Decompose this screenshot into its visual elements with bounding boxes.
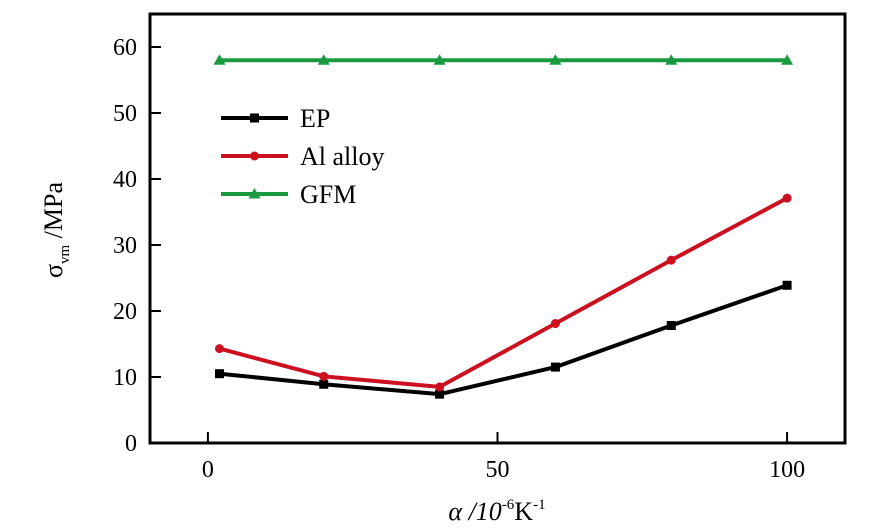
y-tick-label: 60: [113, 35, 137, 61]
x-tick-label: 100: [769, 457, 805, 483]
series-ep: [215, 280, 792, 399]
data-point-al-alloy: [435, 382, 445, 392]
data-point-ep: [666, 321, 676, 331]
data-point-ep: [550, 362, 560, 372]
data-point-gfm: [665, 54, 678, 65]
legend-item-gfm: GFM: [221, 180, 356, 209]
data-point-gfm: [317, 54, 330, 65]
legend-item-ep: EP: [221, 104, 330, 133]
data-point-gfm: [549, 54, 562, 65]
series-layer: [213, 54, 794, 399]
legend-swatch-marker: [250, 151, 259, 161]
data-point-gfm: [781, 54, 794, 65]
x-axis-label-mid: K: [514, 497, 533, 526]
series-line-al-alloy: [218, 196, 789, 389]
y-axis-label: σvm /MPa: [39, 182, 73, 278]
data-point-gfm: [213, 54, 226, 65]
legend-item-al-alloy: Al alloy: [221, 142, 385, 171]
y-axis-label-symbol: σ: [39, 264, 68, 278]
legend-label: Al alloy: [300, 142, 385, 171]
y-tick-label: 50: [113, 101, 137, 127]
data-point-gfm: [433, 54, 446, 65]
x-axis-label-sup1: -6: [502, 497, 515, 513]
legend-swatch-marker: [248, 188, 261, 199]
x-tick-label: 0: [202, 457, 214, 483]
y-tick-label: 40: [113, 167, 137, 193]
x-tick-label: 50: [486, 457, 510, 483]
legend-label: GFM: [300, 180, 356, 209]
data-point-al-alloy: [666, 255, 676, 265]
y-tick-label: 0: [125, 431, 137, 457]
data-point-al-alloy: [215, 344, 224, 354]
data-point-al-alloy: [319, 371, 329, 381]
data-point-ep: [782, 280, 792, 290]
x-axis-label-main: α /10: [448, 497, 501, 526]
y-tick-label: 20: [113, 299, 137, 325]
y-axis-ticks: 0 10 20 30 40 50 60: [113, 35, 161, 457]
data-point-ep: [435, 389, 445, 399]
series-gfm: [213, 54, 794, 65]
data-point-ep: [319, 379, 329, 389]
x-axis-label: α /10-6K-1: [448, 497, 545, 526]
y-axis-label-sub: vm: [57, 245, 73, 265]
legend: EP Al alloy GFM: [221, 104, 385, 209]
data-point-al-alloy: [782, 193, 792, 203]
y-tick-label: 10: [113, 365, 137, 391]
y-tick-label: 30: [113, 233, 137, 259]
data-point-ep: [215, 369, 224, 379]
legend-label: EP: [300, 104, 330, 133]
series-line-ep: [219, 283, 788, 397]
series-al-alloy: [215, 193, 792, 392]
x-axis-ticks: 0 50 100: [202, 432, 805, 483]
data-point-al-alloy: [550, 319, 560, 329]
x-axis-label-sup2: -1: [533, 497, 546, 513]
legend-swatch-marker: [250, 113, 259, 123]
y-axis-label-rest: /MPa: [39, 182, 68, 245]
